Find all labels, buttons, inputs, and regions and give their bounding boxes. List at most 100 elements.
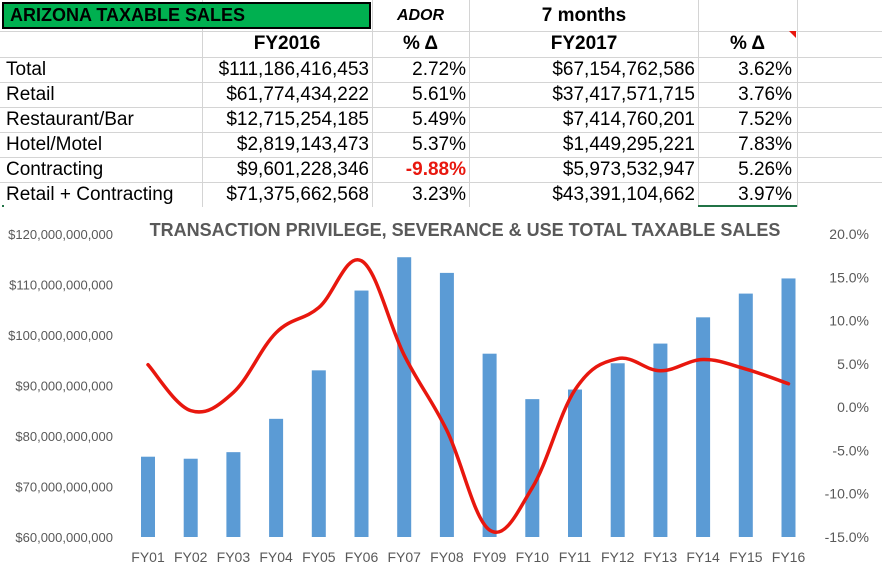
- grid-line: [0, 57, 882, 58]
- right-axis-tick-label: 5.0%: [837, 356, 869, 372]
- right-axis-tick-label: 10.0%: [829, 313, 869, 329]
- cell-fy2017[interactable]: $43,391,104,662: [552, 184, 695, 205]
- spreadsheet-table: ARIZONA TAXABLE SALES ADOR 7 months FY20…: [0, 0, 882, 213]
- x-axis-tick-label: FY12: [601, 549, 635, 565]
- cell-pct-change-2[interactable]: 7.83%: [738, 134, 792, 155]
- right-axis-tick-label: 0.0%: [837, 399, 869, 415]
- bar-FY12: [610, 363, 625, 537]
- x-axis-tick-label: FY08: [430, 549, 464, 565]
- cell-pct-change-1[interactable]: 5.61%: [412, 84, 466, 105]
- bar-FY04: [269, 418, 284, 537]
- sheet-title: ARIZONA TAXABLE SALES: [10, 5, 246, 25]
- bar-FY03: [226, 452, 241, 537]
- sheet-title-cell[interactable]: ARIZONA TAXABLE SALES: [2, 2, 371, 29]
- left-axis-tick-label: $70,000,000,000: [15, 480, 113, 495]
- x-axis-tick-label: FY01: [131, 549, 165, 565]
- grid-line: [0, 182, 882, 183]
- x-axis-tick-label: FY02: [174, 549, 208, 565]
- row-label[interactable]: Retail + Contracting: [6, 184, 174, 205]
- x-axis-tick-label: FY04: [259, 549, 293, 565]
- chart-plot: $60,000,000,000 $70,000,000,000 $80,000,00…: [8, 226, 869, 565]
- header-fy2016[interactable]: FY2016: [253, 33, 321, 54]
- bar-FY16: [781, 278, 796, 537]
- x-axis-tick-label: FY10: [516, 549, 550, 565]
- cell-fy2017[interactable]: $5,973,532,947: [562, 159, 695, 180]
- bar-FY15: [738, 293, 753, 537]
- bar-FY07: [397, 257, 412, 537]
- cell-fy2017[interactable]: $7,414,760,201: [562, 109, 695, 130]
- row-label[interactable]: Retail: [6, 84, 55, 105]
- cell-pct-change-2[interactable]: 3.76%: [738, 84, 792, 105]
- left-axis-tick-label: $90,000,000,000: [15, 379, 113, 394]
- bar-FY05: [311, 370, 326, 537]
- cell-pct-change-2[interactable]: 3.97%: [738, 184, 792, 205]
- header-pct-change-2[interactable]: % Δ: [729, 33, 766, 54]
- cell-selection-border: [698, 205, 797, 207]
- cell-pct-change-1[interactable]: 5.49%: [412, 109, 466, 130]
- cell-pct-change-2[interactable]: 5.26%: [738, 159, 792, 180]
- x-axis-tick-label: FY07: [387, 549, 421, 565]
- bar-FY11: [568, 389, 582, 537]
- cell-pct-change-2[interactable]: 7.52%: [738, 109, 792, 130]
- grid-line: [372, 0, 373, 207]
- cell-fy2017[interactable]: $67,154,762,586: [552, 59, 695, 80]
- bar-FY02: [183, 458, 198, 537]
- grid-line: [469, 0, 470, 207]
- header-fy2017[interactable]: FY2017: [550, 33, 618, 54]
- cell-fy2017[interactable]: $37,417,571,715: [552, 84, 695, 105]
- bar-FY13: [653, 343, 668, 537]
- bar-FY06: [354, 290, 369, 537]
- x-axis-tick-label: FY06: [345, 549, 379, 565]
- grid-line: [0, 31, 882, 32]
- right-axis-tick-label: 20.0%: [829, 226, 869, 242]
- taxable-sales-chart: TRANSACTION PRIVILEGE, SEVERANCE & USE T…: [0, 207, 882, 574]
- cell-fy2016[interactable]: $12,715,254,185: [226, 109, 369, 130]
- cell-pct-change-1[interactable]: 3.23%: [412, 184, 466, 205]
- x-axis-tick-label: FY03: [217, 549, 251, 565]
- row-label[interactable]: Contracting: [6, 159, 104, 180]
- cell-pct-change-1[interactable]: 2.72%: [412, 59, 466, 80]
- bar-FY10: [525, 399, 540, 537]
- x-axis-tick-label: FY13: [644, 549, 678, 565]
- right-axis-tick-label: -15.0%: [825, 529, 869, 545]
- row-label[interactable]: Hotel/Motel: [6, 134, 103, 155]
- x-axis-tick-label: FY05: [302, 549, 336, 565]
- left-axis-tick-label: $110,000,000,000: [9, 278, 113, 293]
- grid-line: [698, 0, 699, 207]
- period-label[interactable]: 7 months: [541, 5, 627, 26]
- cell-fy2016[interactable]: $111,186,416,453: [218, 59, 369, 80]
- cell-fy2016[interactable]: $9,601,228,346: [236, 159, 369, 180]
- pct-change-line: [146, 258, 791, 534]
- cell-fy2016[interactable]: $2,819,143,473: [236, 134, 369, 155]
- row-label[interactable]: Total: [6, 59, 47, 80]
- left-axis-tick-label: $100,000,000,000: [8, 328, 113, 343]
- cell-fy2016[interactable]: $71,375,662,568: [226, 184, 369, 205]
- cell-pct-change-2[interactable]: 3.62%: [738, 59, 792, 80]
- cell-fy2017[interactable]: $1,449,295,221: [562, 134, 695, 155]
- ador-label[interactable]: ADOR: [396, 7, 445, 24]
- header-pct-change-1[interactable]: % Δ: [402, 33, 439, 54]
- right-axis-tick-label: -10.0%: [825, 486, 869, 502]
- grid-line: [0, 82, 882, 83]
- cell-fy2016[interactable]: $61,774,434,222: [226, 84, 369, 105]
- cell-pct-change-1[interactable]: 5.37%: [412, 134, 466, 155]
- grid-line: [202, 0, 203, 207]
- x-axis-tick-label: FY11: [559, 549, 592, 565]
- x-axis-tick-label: FY09: [473, 549, 507, 565]
- left-axis-tick-label: $80,000,000,000: [15, 429, 113, 444]
- grid-line: [0, 107, 882, 108]
- grid-line: [0, 132, 882, 133]
- cell-pct-change-1[interactable]: -9.88%: [405, 159, 466, 180]
- left-axis-tick-label: $120,000,000,000: [8, 227, 113, 242]
- row-label[interactable]: Restaurant/Bar: [6, 109, 134, 130]
- right-axis-tick-label: -5.0%: [832, 442, 869, 458]
- chart-title: TRANSACTION PRIVILEGE, SEVERANCE & USE T…: [149, 220, 781, 240]
- grid-line: [0, 157, 882, 158]
- x-axis-tick-label: FY15: [729, 549, 763, 565]
- left-axis-tick-label: $60,000,000,000: [15, 530, 113, 545]
- bar-FY08: [439, 272, 454, 537]
- x-axis-tick-label: FY16: [772, 549, 806, 565]
- x-axis-tick-label: FY14: [686, 549, 720, 565]
- bar-FY09: [482, 353, 497, 537]
- bar-FY14: [696, 317, 711, 537]
